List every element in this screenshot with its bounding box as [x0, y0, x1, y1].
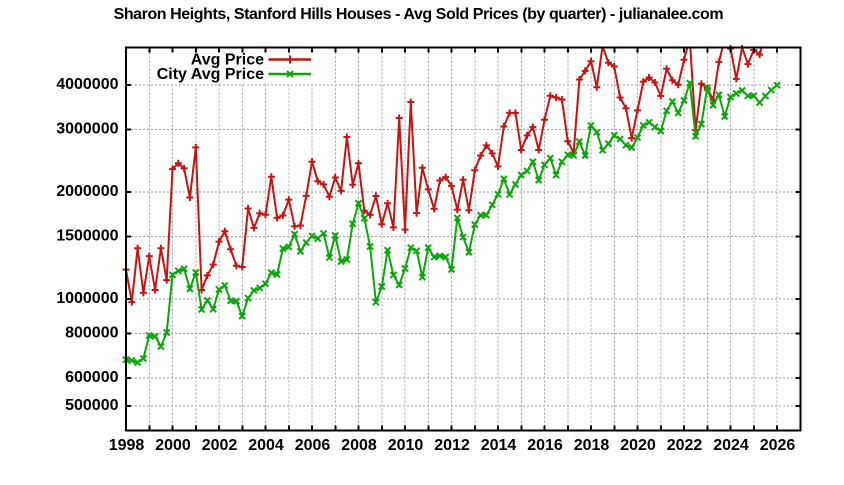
- svg-text:City Avg Price: City Avg Price: [157, 66, 264, 83]
- svg-text:1500000: 1500000: [56, 227, 118, 244]
- svg-text:500000: 500000: [65, 397, 118, 414]
- svg-text:2022: 2022: [667, 437, 703, 454]
- svg-text:2026: 2026: [760, 437, 796, 454]
- svg-text:2000: 2000: [155, 437, 191, 454]
- svg-text:1000000: 1000000: [56, 290, 118, 307]
- svg-text:Sharon Heights, Stanford Hills: Sharon Heights, Stanford Hills Houses - …: [114, 6, 724, 23]
- svg-text:800000: 800000: [65, 324, 118, 341]
- svg-text:2014: 2014: [481, 437, 517, 454]
- svg-text:2016: 2016: [527, 437, 563, 454]
- svg-text:2008: 2008: [341, 437, 377, 454]
- svg-text:2004: 2004: [248, 437, 284, 454]
- svg-text:2000000: 2000000: [56, 183, 118, 200]
- svg-text:600000: 600000: [65, 369, 118, 386]
- svg-text:2006: 2006: [295, 437, 331, 454]
- svg-text:2024: 2024: [713, 437, 749, 454]
- svg-text:2020: 2020: [620, 437, 656, 454]
- svg-text:4000000: 4000000: [56, 76, 118, 93]
- svg-text:2018: 2018: [574, 437, 610, 454]
- svg-text:Avg Price: Avg Price: [191, 52, 264, 69]
- svg-text:2012: 2012: [434, 437, 470, 454]
- svg-text:1998: 1998: [109, 437, 145, 454]
- svg-text:2010: 2010: [388, 437, 424, 454]
- svg-text:3000000: 3000000: [56, 120, 118, 137]
- svg-text:2002: 2002: [202, 437, 238, 454]
